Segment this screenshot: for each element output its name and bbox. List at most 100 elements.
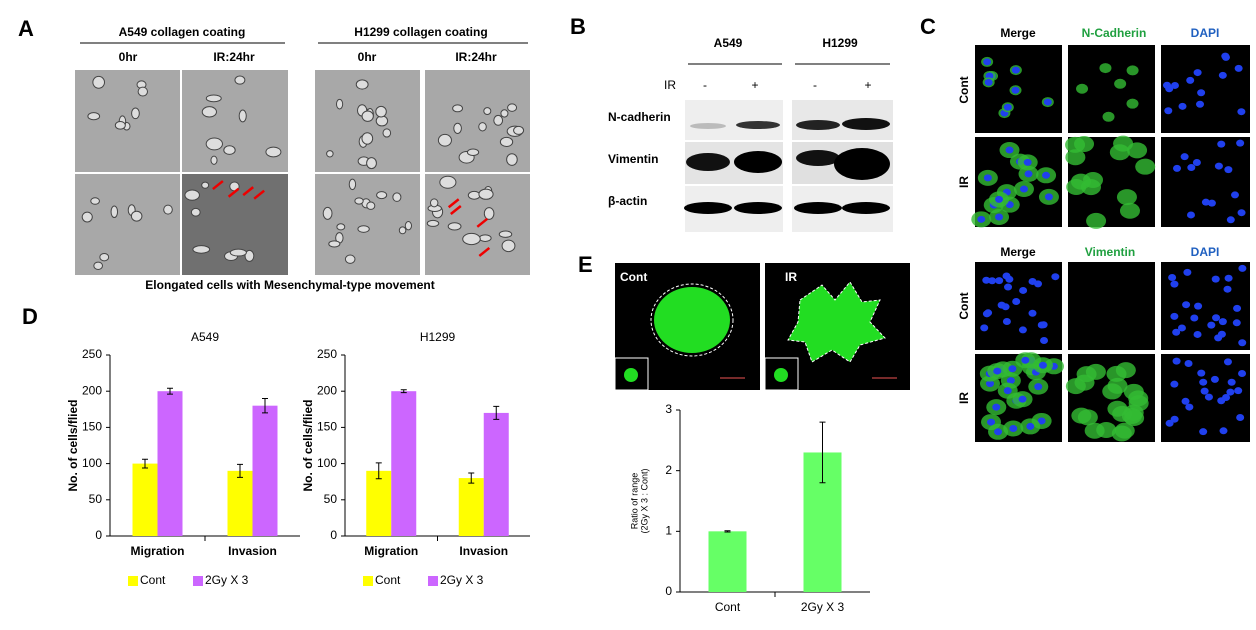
cytoplasm — [1077, 409, 1098, 426]
nucleus — [1019, 185, 1028, 193]
spheroid-images — [614, 263, 910, 391]
cytoplasm — [1102, 111, 1115, 122]
nucleus — [1226, 216, 1235, 224]
caption: Elongated cells with Mesenchymal-type mo… — [145, 278, 434, 292]
nucleus — [1182, 301, 1191, 309]
time-label: IR:24hr — [213, 50, 255, 64]
nucleus — [1199, 428, 1208, 436]
arrow — [476, 217, 489, 228]
nucleus — [1034, 383, 1043, 391]
cytoplasm — [1114, 78, 1127, 89]
nucleus — [1043, 98, 1052, 106]
cell — [500, 109, 509, 118]
y-axis-label: (2Gy X 3 : Cont) — [639, 468, 649, 533]
image-label: Cont — [620, 270, 647, 284]
fluorescence-images — [971, 45, 1250, 442]
nucleus — [977, 215, 986, 223]
nucleus — [1194, 302, 1203, 310]
cell — [366, 157, 377, 170]
y-tick-label: 0 — [665, 584, 672, 598]
nucleus — [983, 174, 992, 182]
cell — [447, 222, 462, 231]
cell — [478, 188, 494, 200]
nucleus — [1026, 422, 1035, 430]
cell — [462, 232, 481, 246]
nucleus — [1238, 264, 1247, 272]
error-bar — [237, 463, 243, 478]
nucleus — [982, 310, 991, 318]
cell — [110, 205, 119, 219]
cell — [437, 133, 452, 147]
error-bar — [167, 387, 173, 395]
cell — [355, 79, 369, 90]
nucleus — [1011, 66, 1020, 74]
micrograph — [425, 174, 530, 275]
nucleus — [987, 418, 996, 426]
panel-label: E — [578, 252, 593, 277]
cytoplasm — [1074, 374, 1095, 391]
protein: N-cadherin — [608, 110, 671, 124]
cell — [506, 153, 518, 166]
nucleus — [1223, 358, 1232, 366]
nucleus — [1003, 387, 1012, 395]
cytoplasm — [1065, 149, 1086, 166]
cell — [210, 155, 218, 165]
cell — [81, 211, 93, 223]
y-tick-label: 1 — [665, 524, 672, 538]
nucleus — [1207, 321, 1216, 329]
nucleus — [1234, 387, 1243, 395]
nucleus — [1193, 69, 1202, 77]
arrow — [242, 186, 254, 197]
bar — [366, 470, 392, 536]
nucleus — [1236, 139, 1245, 147]
nucleus — [1214, 334, 1223, 342]
nucleus — [1236, 413, 1245, 421]
panel-label: D — [22, 304, 38, 329]
nucleus — [1185, 403, 1194, 411]
cell — [493, 114, 504, 126]
x-tick-label: Migration — [131, 544, 185, 558]
nucleus — [1193, 330, 1202, 338]
micrograph — [75, 174, 180, 275]
nucleus — [1237, 108, 1246, 116]
nucleus — [1044, 193, 1053, 201]
cell — [265, 146, 282, 158]
y-tick-label: 2 — [665, 463, 672, 477]
legend-swatch — [363, 576, 373, 586]
legend-label: Cont — [140, 573, 166, 587]
nucleus — [1051, 273, 1060, 281]
error-bar — [724, 530, 731, 533]
micrographs — [75, 70, 530, 275]
cytoplasm — [1086, 212, 1107, 229]
nucleus — [1214, 162, 1223, 170]
nucleus — [1002, 272, 1011, 280]
channel-header: Merge — [1000, 26, 1036, 40]
arrow — [253, 189, 265, 200]
nucleus — [1232, 319, 1241, 327]
nucleus — [1002, 317, 1011, 325]
cell — [357, 225, 370, 233]
treatment: + — [864, 78, 871, 92]
cell — [205, 94, 222, 103]
nucleus — [993, 367, 1002, 375]
nucleus — [1172, 328, 1181, 336]
nucleus — [1217, 140, 1226, 148]
cytoplasm — [1123, 383, 1144, 400]
error-bar — [468, 472, 475, 484]
fluorescence-image — [975, 262, 1062, 350]
y-tick-label: 250 — [82, 347, 102, 361]
channel-header: Merge — [1000, 245, 1036, 259]
western-blot — [684, 100, 893, 232]
cell — [366, 201, 376, 210]
cell — [478, 234, 492, 242]
bar — [132, 463, 158, 536]
nucleus — [1223, 285, 1232, 293]
arrow — [450, 205, 462, 216]
nucleus — [1200, 387, 1209, 395]
y-tick-label: 0 — [330, 528, 337, 542]
y-tick-label: 0 — [95, 528, 102, 542]
cell — [92, 75, 105, 89]
nucleus — [1024, 170, 1033, 178]
cytoplasm — [1107, 377, 1128, 394]
nucleus — [995, 195, 1004, 203]
